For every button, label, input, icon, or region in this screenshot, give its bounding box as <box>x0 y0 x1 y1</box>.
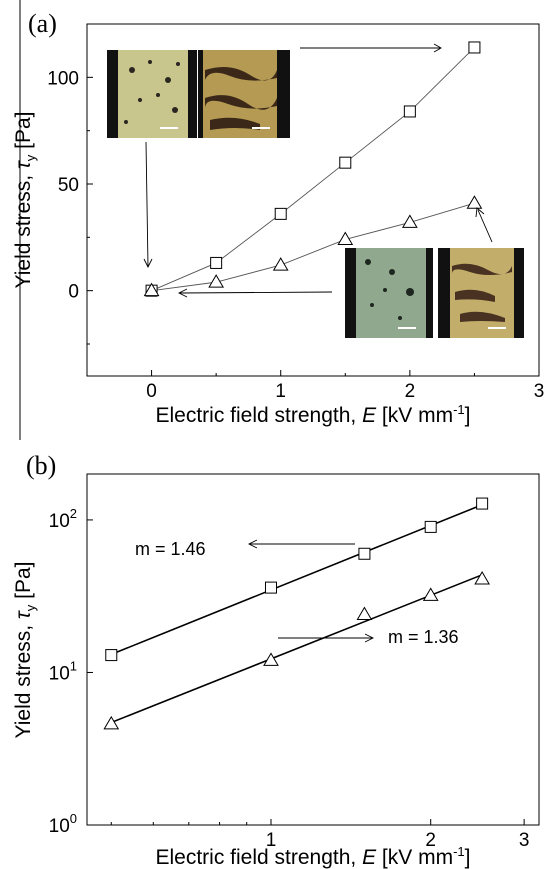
arrow-head-triangle-end <box>475 207 485 218</box>
panel-a-triangle-point <box>143 282 160 297</box>
panel-a-square-point <box>210 256 223 269</box>
panel-a-series-triangle-line <box>151 202 475 292</box>
arrow-head-square-end <box>433 43 442 53</box>
panel-a-y-tick-label: 50 <box>58 175 79 196</box>
panel-b-square-point <box>105 649 118 662</box>
inset-micrograph-0kv-dark <box>345 248 433 338</box>
arrow-to-triangle-end <box>477 209 493 243</box>
panel-b-triangle-point <box>422 587 439 601</box>
panel-b-x-axis-label: Electric field strength, E [kV mm-1] <box>155 844 470 869</box>
panel-b-fit-line-square <box>110 504 483 656</box>
arrow-to-origin <box>145 141 149 267</box>
panel-a-series-square-line <box>151 47 475 292</box>
panel-a-triangle-point <box>337 231 354 245</box>
panel-b-triangle-point <box>263 652 279 666</box>
panel-a-y-tick-label: 0 <box>68 282 79 303</box>
panel-b-square-point <box>358 547 371 560</box>
panel-b-fit-line-triangle <box>110 574 483 724</box>
panel-a-markers <box>143 41 483 297</box>
panel-a: (a) 0 1 2 3 0 50 100 <box>12 0 544 440</box>
panel-a-series-lines <box>151 47 475 292</box>
inset-micrograph-2.5kv-dark <box>438 248 524 338</box>
panel-b-x-tick-label: 3 <box>519 830 530 851</box>
panel-a-plot-frame <box>86 23 540 377</box>
panel-b-fit-lines <box>110 504 483 724</box>
panel-b-y-tick-label: 101 <box>49 658 77 684</box>
panel-b-triangle-point <box>103 715 120 730</box>
inset-micrograph-2.5kv-bright <box>198 50 290 138</box>
panel-a-triangle-point <box>272 257 289 271</box>
panel-a-triangle-point <box>208 274 225 288</box>
panel-b-y-axis-label: Yield stress, τy [Pa] <box>12 562 38 739</box>
panel-b-square-point <box>424 520 437 533</box>
panel-a-triangle-point <box>401 214 418 228</box>
panel-b-triangle-point <box>356 606 373 620</box>
panel-a-square-point <box>468 41 481 54</box>
panel-a-square-point <box>403 105 416 118</box>
panel-b-y-tick-label: 102 <box>49 506 77 532</box>
panel-a-square-point <box>339 156 352 169</box>
arrow-from-dark-inset <box>179 291 333 294</box>
arrow-head-origin <box>143 258 153 269</box>
panel-a-x-tick-label: 3 <box>534 381 544 402</box>
panel-a-x-axis-label: Electric field strength, E [kV mm-1] <box>155 402 470 427</box>
slope-label-square: m = 1.46 <box>135 539 206 559</box>
panel-b-markers <box>103 497 490 730</box>
slope-arrow-triangle <box>278 633 375 643</box>
panel-a-annotation-arrows <box>143 43 493 298</box>
panel-a-y-axis-label: Yield stress, τy [Pa] <box>12 112 38 289</box>
panel-b-square-point <box>264 581 277 594</box>
panel-b-triangle-point <box>474 570 490 585</box>
arrow-head-dark-inset <box>177 288 188 298</box>
panel-a-x-tick-label: 0 <box>146 381 157 402</box>
panel-b-x-tick-label: 1 <box>266 830 277 851</box>
panel-b-ticks: 1 2 3 100 101 102 <box>49 506 530 851</box>
panel-a-triangle-point <box>466 195 483 209</box>
panel-b-x-tick-label: 2 <box>425 830 436 851</box>
panel-b-label: (b) <box>26 451 56 480</box>
panel-a-label: (a) <box>28 9 57 38</box>
slope-label-triangle: m = 1.36 <box>388 627 459 647</box>
panel-a-ticks: 0 1 2 3 0 50 100 <box>47 68 544 402</box>
slope-arrow-square <box>247 539 355 549</box>
panel-b-plot-frame <box>86 473 540 826</box>
panel-a-square-point <box>274 207 287 220</box>
panel-a-x-tick-label: 1 <box>275 381 286 402</box>
panel-b-square-point <box>476 497 489 510</box>
inset-micrograph-0kv-bright <box>107 50 197 138</box>
panel-b-y-tick-label: 100 <box>49 811 77 837</box>
panel-a-y-tick-label: 100 <box>47 68 79 89</box>
panel-b: (b) 1 2 3 100 101 102 m = 1.46 m = 1.36 Yield… <box>12 451 540 869</box>
panel-a-x-tick-label: 2 <box>405 381 416 402</box>
